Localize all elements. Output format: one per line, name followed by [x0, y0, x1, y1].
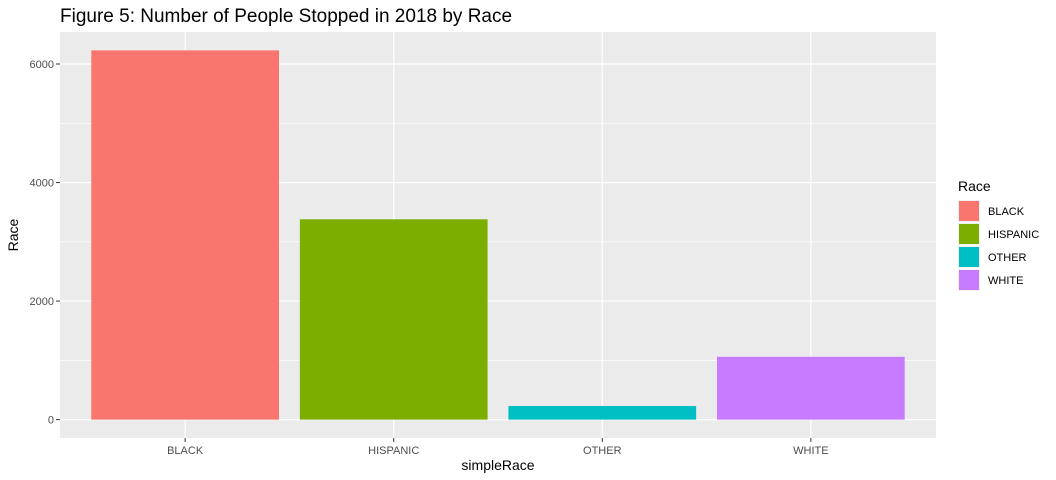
bar-other [508, 405, 697, 420]
bar-black [91, 50, 280, 420]
x-tick-label-white: WHITE [793, 445, 828, 457]
y-tick-label: 2000 [30, 296, 54, 308]
legend-swatch-white [959, 270, 979, 290]
legend-label-other: OTHER [988, 252, 1027, 264]
legend-title: Race [958, 178, 991, 194]
legend-label-hispanic: HISPANIC [988, 229, 1039, 241]
x-tick-label-black: BLACK [167, 445, 204, 457]
legend-label-white: WHITE [988, 275, 1023, 287]
bar-hispanic [299, 219, 488, 420]
y-tick-label: 0 [48, 415, 54, 427]
y-tick-label: 4000 [30, 178, 54, 190]
y-tick-label: 6000 [30, 59, 54, 71]
bars [91, 50, 905, 420]
bar-white [717, 356, 905, 420]
legend-items: BLACK HISPANIC OTHER WHITE [958, 200, 1039, 291]
x-axis-ticks: BLACK HISPANIC OTHER WHITE [167, 438, 829, 457]
legend: Race BLACK HISPANIC OTHER WHITE [958, 178, 1039, 291]
legend-swatch-other [959, 247, 979, 267]
legend-swatch-black [959, 201, 979, 221]
y-axis-title: Race [5, 218, 21, 251]
legend-label-black: BLACK [988, 206, 1025, 218]
chart-title: Figure 5: Number of People Stopped in 20… [60, 6, 512, 27]
x-axis-title: simpleRace [461, 457, 534, 473]
x-tick-label-other: OTHER [583, 445, 622, 457]
x-tick-label-hispanic: HISPANIC [368, 445, 419, 457]
y-axis-ticks: 0 2000 4000 6000 [30, 59, 60, 427]
legend-swatch-hispanic [959, 224, 979, 244]
